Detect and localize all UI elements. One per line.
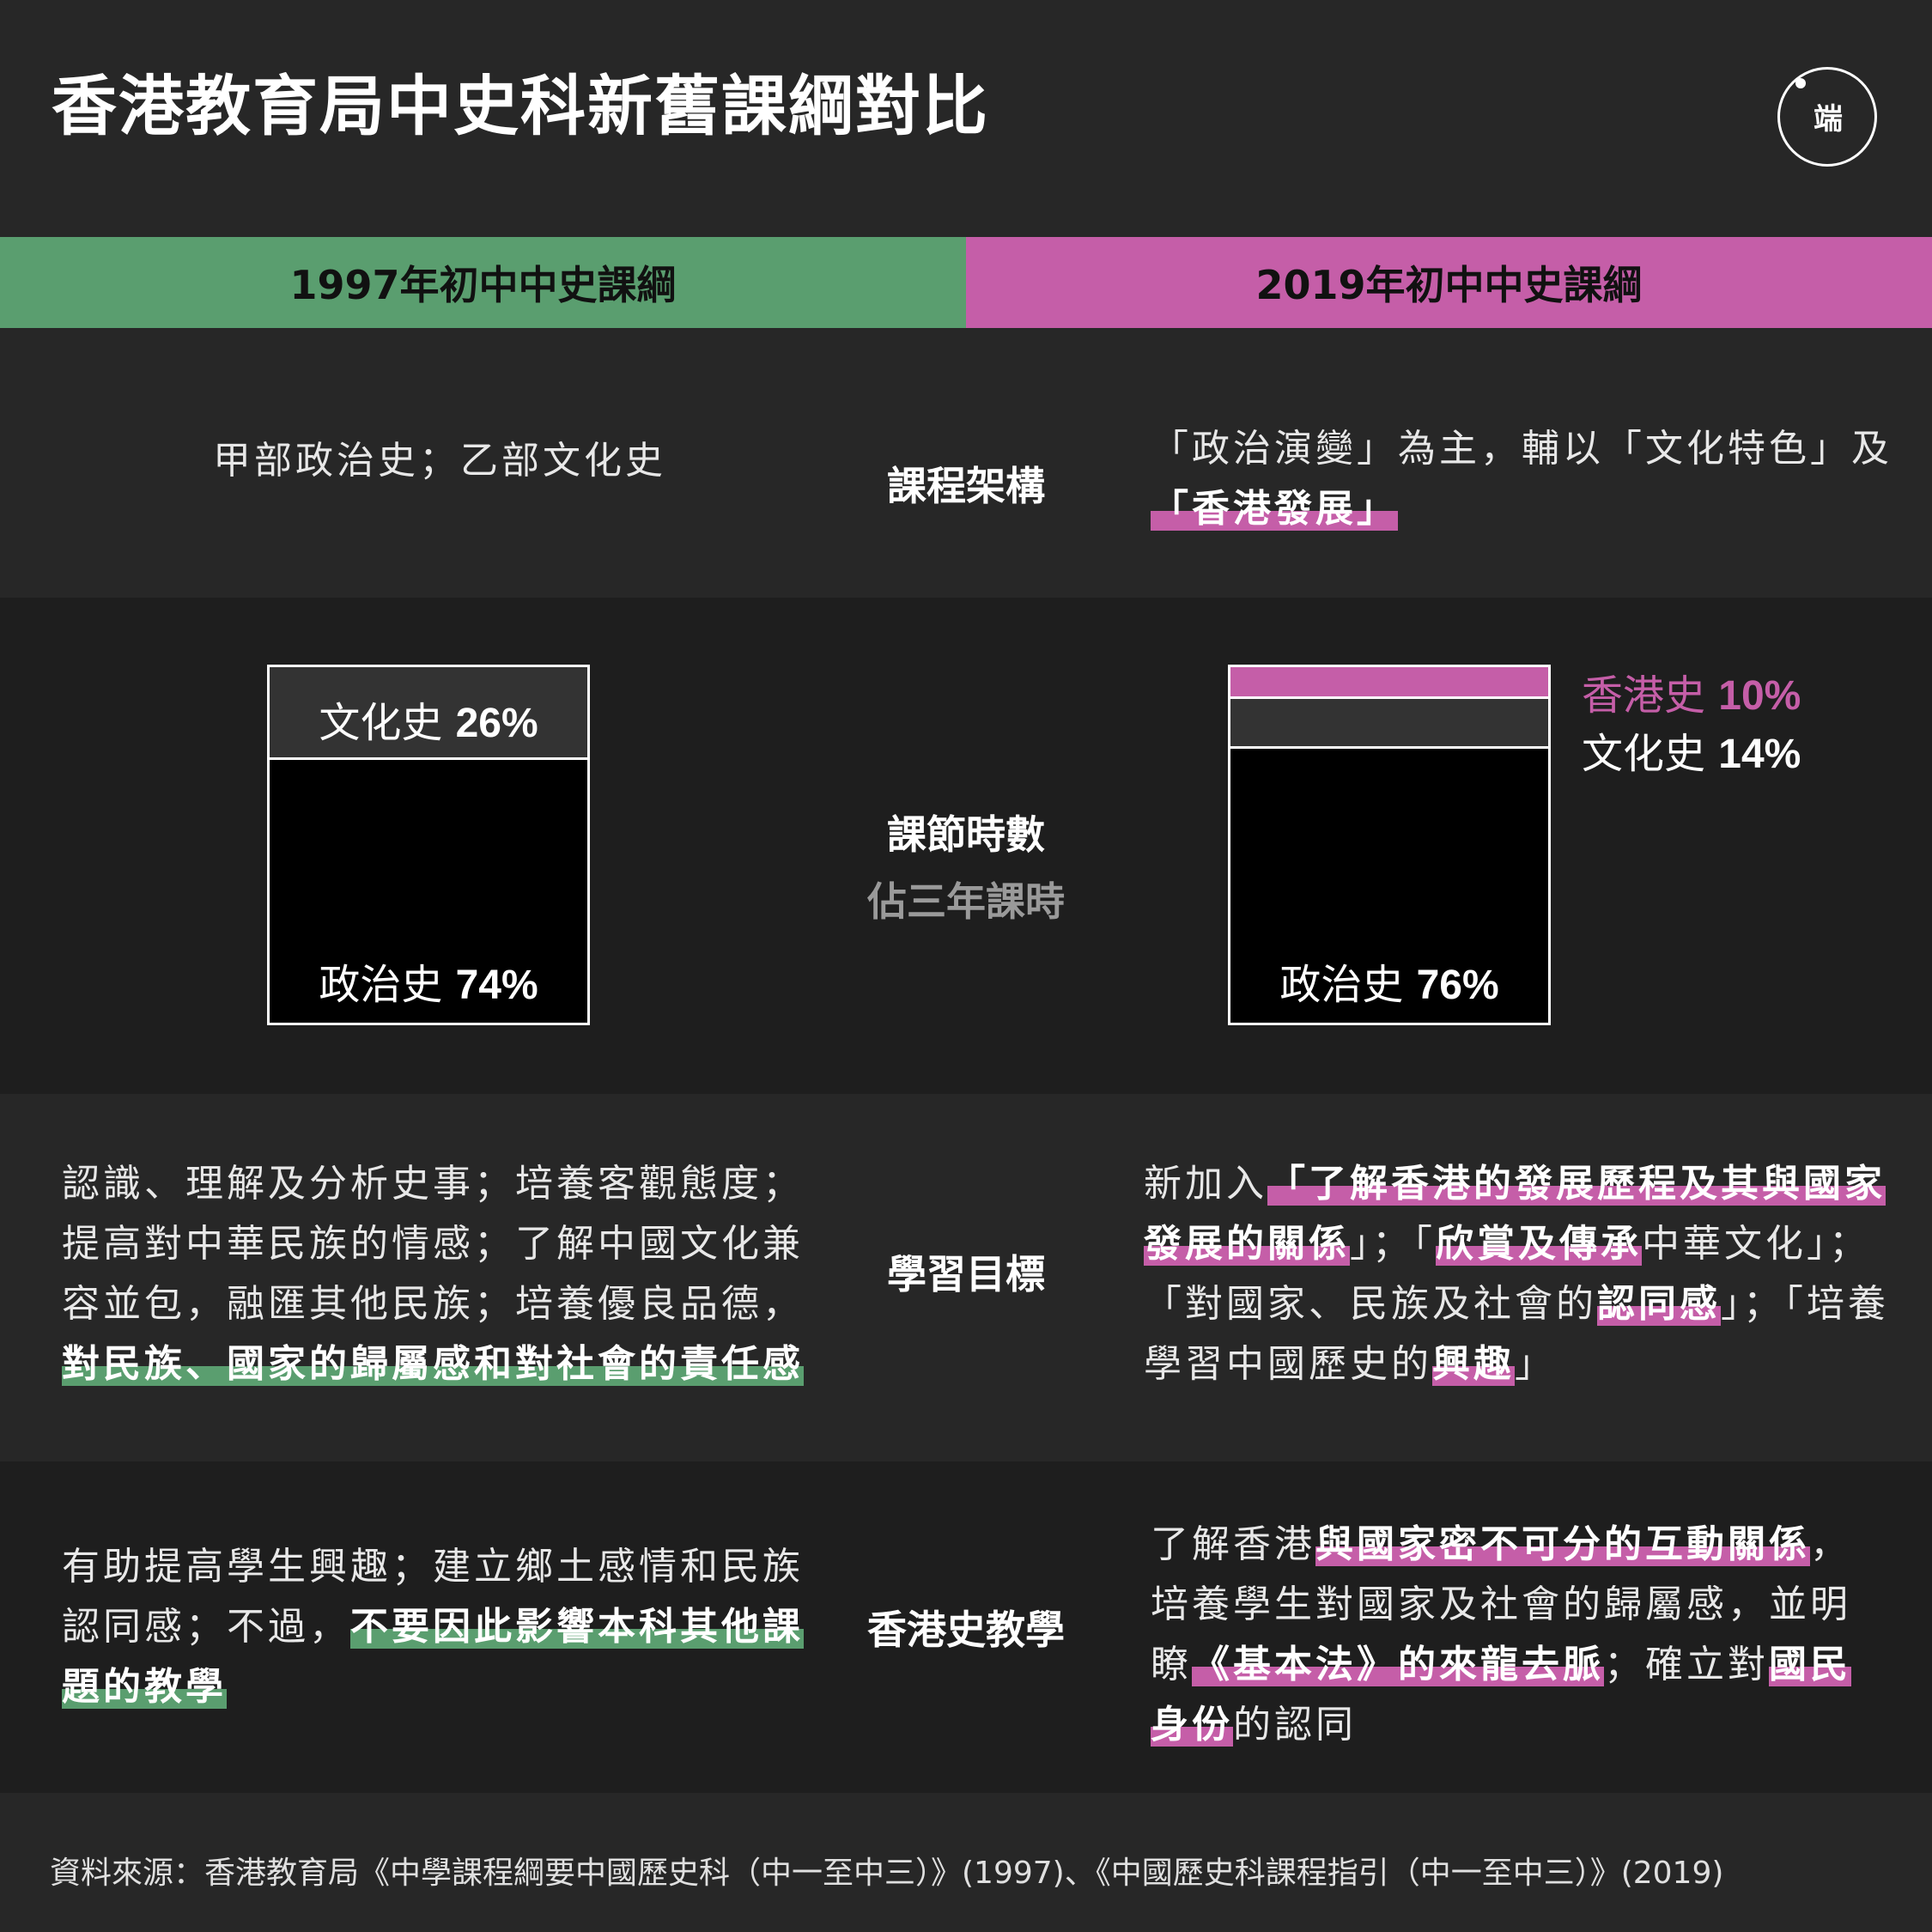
stacked-bar-2019: 政治史 76% <box>1228 665 1551 1025</box>
label-politics-2019: 政治史 76% <box>1279 961 1499 1009</box>
header-2019: 2019年初中中史課綱 <box>966 237 1932 328</box>
section-framework: 甲部政治史；乙部文化史 課程架構 「政治演變」為主，輔以「文化特色」及 「香港發… <box>0 328 1932 598</box>
bar-segment-culture-2019 <box>1230 699 1548 749</box>
logo-dot-icon <box>1795 78 1806 88</box>
framework-label: 課程架構 <box>887 463 1045 509</box>
framework-2019-text: 「政治演變」為主，輔以「文化特色」及 <box>1151 427 1893 471</box>
page-title: 香港教育局中史科新舊課綱對比 <box>52 68 989 144</box>
header-2019-label: 2019年初中中史課綱 <box>1255 262 1643 308</box>
header-1997: 1997年初中中史課綱 <box>0 237 966 328</box>
section-hours: 文化史 26% 政治史 74% 課節時數 佔三年課時 政治史 76% 香港史 1… <box>0 598 1932 1094</box>
source-note: 資料來源：香港教育局《中學課程綱要中國歷史科（中一至中三）》(1997)、《中國… <box>50 1856 1724 1891</box>
hk-1997-text: 有助提高學生興趣；建立鄉土感情和民族認同感；不過， <box>62 1545 804 1649</box>
goals-label: 學習目標 <box>887 1251 1045 1297</box>
hours-label: 課節時數 <box>887 811 1045 858</box>
header-1997-label: 1997年初中中史課綱 <box>289 262 677 308</box>
framework-1997: 甲部政治史；乙部文化史 <box>213 439 666 483</box>
goals-1997-text: 認識、理解及分析史事；培養客觀態度；提高對中華民族的情感；了解中國文化兼容並包，… <box>62 1162 804 1326</box>
framework-2019: 「政治演變」為主，輔以「文化特色」及 「香港發展」 <box>1151 419 1898 539</box>
label-hk-2019: 香港史 10% <box>1582 671 1801 720</box>
hours-sublabel: 佔三年課時 <box>867 878 1065 925</box>
label-culture-2019: 文化史 14% <box>1582 730 1801 778</box>
hk-label: 香港史教學 <box>867 1607 1065 1653</box>
label-politics-1997: 政治史 74% <box>319 961 538 1009</box>
bar-segment-hk-2019 <box>1230 667 1548 699</box>
hk-2019: 了解香港與國家密不可分的互動關係，培養學生對國家及社會的歸屬感，並明瞭《基本法》… <box>1151 1522 1851 1747</box>
logo: 端 <box>1777 67 1877 167</box>
section-hk-history: 有助提高學生興趣；建立鄉土感情和民族認同感；不過，不要因此影響本科其他課題的教學… <box>0 1461 1932 1793</box>
goals-1997: 認識、理解及分析史事；培養客觀態度；提高對中華民族的情感；了解中國文化兼容並包，… <box>62 1154 809 1394</box>
stacked-bar-1997: 文化史 26% 政治史 74% <box>267 665 590 1025</box>
logo-mark: 端 <box>1814 102 1843 137</box>
bar-segment-culture-1997 <box>270 667 587 760</box>
hk-1997: 有助提高學生興趣；建立鄉土感情和民族認同感；不過，不要因此影響本科其他課題的教學 <box>62 1537 809 1717</box>
goals-2019: 新加入「了解香港的發展歷程及其與國家發展的關係」；「欣賞及傳承中華文化」；「對國… <box>1144 1162 1889 1386</box>
section-goals: 認識、理解及分析史事；培養客觀態度；提高對中華民族的情感；了解中國文化兼容並包，… <box>0 1094 1932 1461</box>
label-culture-1997: 文化史 26% <box>319 699 538 747</box>
framework-2019-highlight: 「香港發展」 <box>1151 487 1398 531</box>
goals-1997-highlight: 對民族、國家的歸屬感和對社會的責任感 <box>62 1342 804 1386</box>
